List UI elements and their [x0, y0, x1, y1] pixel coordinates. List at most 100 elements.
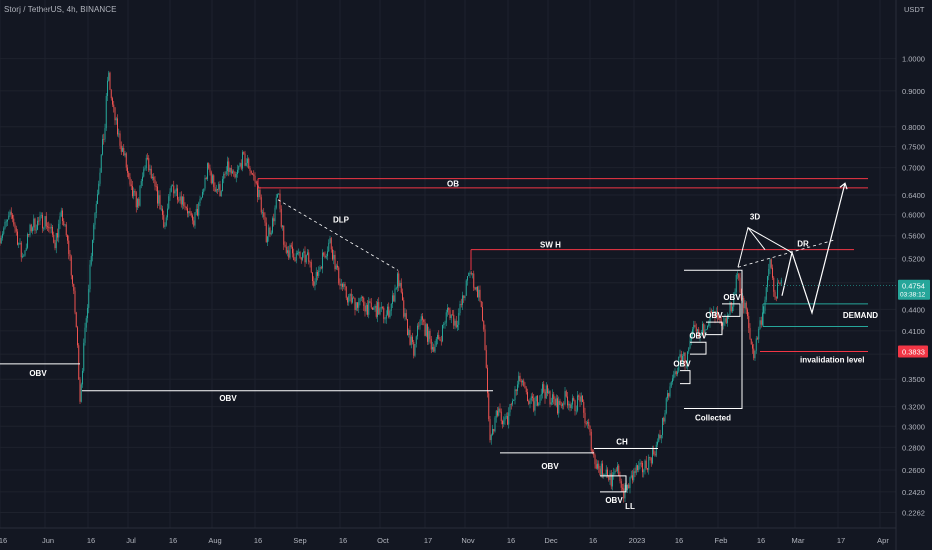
candle-body [273, 218, 275, 222]
candle-body [214, 187, 216, 192]
candle-body [374, 305, 376, 308]
candle-body [88, 289, 90, 308]
candle-body [235, 173, 237, 178]
candle-body [437, 334, 438, 339]
candle-body [142, 176, 143, 182]
candle-body [115, 118, 117, 121]
candle-body [673, 374, 675, 379]
candle-body [563, 403, 565, 405]
candle-body [472, 273, 473, 275]
candle-body [239, 163, 241, 167]
candle-body [94, 213, 96, 225]
candle-body [10, 211, 12, 215]
candle-body [77, 327, 78, 346]
candle-body [385, 314, 387, 319]
candle-body [247, 158, 248, 164]
candle-body [765, 287, 767, 300]
candle-body [745, 302, 747, 310]
candle-body [493, 428, 495, 432]
candle-body [540, 393, 542, 396]
candle-body [630, 475, 632, 478]
candle-body [298, 251, 300, 254]
candle-body [47, 226, 48, 228]
candle-body [528, 401, 530, 404]
candle-body [135, 192, 137, 208]
pattern-3d-trend [737, 239, 835, 268]
candle-body [13, 218, 15, 225]
candle-body [359, 298, 361, 303]
candle-body [699, 335, 701, 337]
candle-body [172, 185, 173, 187]
candle-body [195, 209, 197, 213]
candle-body [109, 72, 111, 90]
candle-body [555, 398, 557, 406]
candle-body [418, 325, 420, 327]
candle-body [205, 177, 207, 180]
annotation-demand-label: DEMAND [843, 311, 878, 320]
candle-body [237, 169, 238, 174]
candle-body [657, 441, 658, 445]
candle-body [218, 184, 220, 190]
candle-body [753, 348, 755, 359]
candle-body [192, 215, 193, 221]
candle-body [514, 389, 516, 400]
candle-body [620, 481, 622, 488]
candle-body [9, 211, 11, 216]
candle-body [725, 318, 727, 324]
candle-body [100, 154, 102, 173]
candle-body [409, 330, 411, 345]
candle-body [600, 463, 602, 476]
candle-body [337, 265, 338, 268]
candle-body [577, 395, 578, 411]
candle-body [583, 401, 585, 413]
candle-body [134, 190, 136, 193]
candle-body [557, 398, 558, 414]
candle-body [412, 336, 413, 342]
candle-body [460, 304, 462, 305]
candle-body [127, 167, 128, 173]
candle-body [475, 286, 477, 290]
candle-body [137, 198, 138, 208]
candle-body [282, 225, 283, 227]
candle-body [383, 307, 385, 319]
candle-body [292, 246, 293, 254]
candle-body [732, 306, 733, 312]
candle-body [125, 153, 127, 168]
candle-body [405, 313, 407, 320]
candle-body [99, 172, 101, 184]
candle-body [459, 304, 461, 314]
candle-body [604, 474, 606, 476]
candle-body [653, 449, 655, 455]
annotation-collected-label: Collected [695, 413, 731, 422]
candle-body [670, 382, 672, 387]
candle-body [194, 212, 196, 226]
candle-body [779, 283, 781, 284]
candle-body [25, 247, 27, 251]
candle-body [315, 271, 317, 283]
candle-body [633, 471, 635, 481]
candle-body [102, 139, 103, 155]
candle-body [435, 338, 437, 346]
candle-body [568, 403, 570, 406]
candle-body [502, 421, 503, 425]
candle-body [62, 210, 63, 222]
candle-body [287, 250, 288, 253]
candle-body [428, 330, 430, 342]
candle-body [39, 215, 41, 221]
candle-body [388, 306, 390, 318]
candle-body [453, 314, 455, 326]
candle-body [188, 211, 190, 214]
candle-body [649, 456, 651, 459]
candle-body [697, 329, 698, 332]
candle-body [60, 210, 62, 217]
candle-body [335, 265, 337, 270]
candle-body [408, 330, 410, 336]
candle-body [170, 186, 172, 192]
candle-body [130, 184, 132, 187]
candle-body [484, 329, 486, 351]
candle-body [448, 308, 450, 311]
candle-body [774, 291, 776, 298]
candle-body [489, 419, 491, 441]
annotation-obv-label: OBV [673, 360, 691, 369]
